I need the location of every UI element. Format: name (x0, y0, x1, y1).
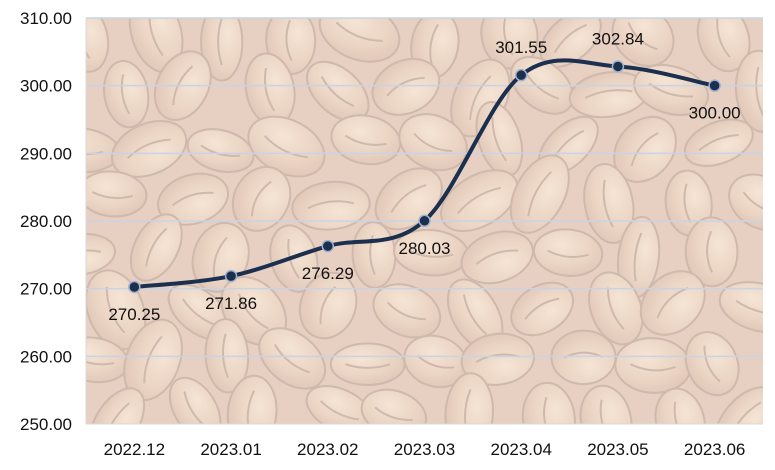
y-tick-label: 290.00 (20, 144, 72, 163)
data-point-marker (418, 214, 431, 228)
series-markers (128, 60, 721, 294)
x-tick-label: 2023.01 (200, 440, 261, 459)
data-point-marker (321, 239, 335, 253)
gridlines (86, 17, 763, 358)
data-point-marker (514, 68, 528, 82)
data-point-marker (128, 280, 141, 294)
data-label: 300.00 (689, 104, 741, 123)
data-point-marker (224, 269, 238, 283)
data-point-marker (708, 79, 721, 92)
data-label: 302.84 (592, 29, 644, 48)
x-tick-label: 2023.06 (684, 440, 745, 459)
y-tick-label: 250.00 (20, 415, 72, 434)
x-tick-label: 2023.02 (297, 440, 358, 459)
x-tick-label: 2022.12 (104, 440, 165, 459)
x-tick-label: 2023.05 (587, 440, 648, 459)
data-label: 270.25 (108, 305, 160, 324)
y-tick-label: 260.00 (20, 347, 72, 366)
data-label: 276.29 (302, 264, 354, 283)
y-tick-label: 270.00 (20, 280, 72, 299)
data-label: 280.03 (399, 239, 451, 258)
data-labels: 270.25 271.86 276.29 280.03 301.55 302.84 300.… (108, 29, 740, 324)
data-point-marker (611, 60, 625, 73)
x-tick-label: 2023.03 (394, 440, 455, 459)
y-tick-label: 300.00 (20, 77, 72, 96)
axes: 250.00 260.00 270.00 280.00 290.00 300.00 310.… (20, 9, 763, 459)
x-tick-label: 2023.04 (490, 440, 551, 459)
y-tick-label: 280.00 (20, 212, 72, 231)
data-label: 301.55 (495, 38, 547, 57)
y-tick-label: 310.00 (20, 9, 72, 28)
data-label: 271.86 (205, 294, 257, 313)
